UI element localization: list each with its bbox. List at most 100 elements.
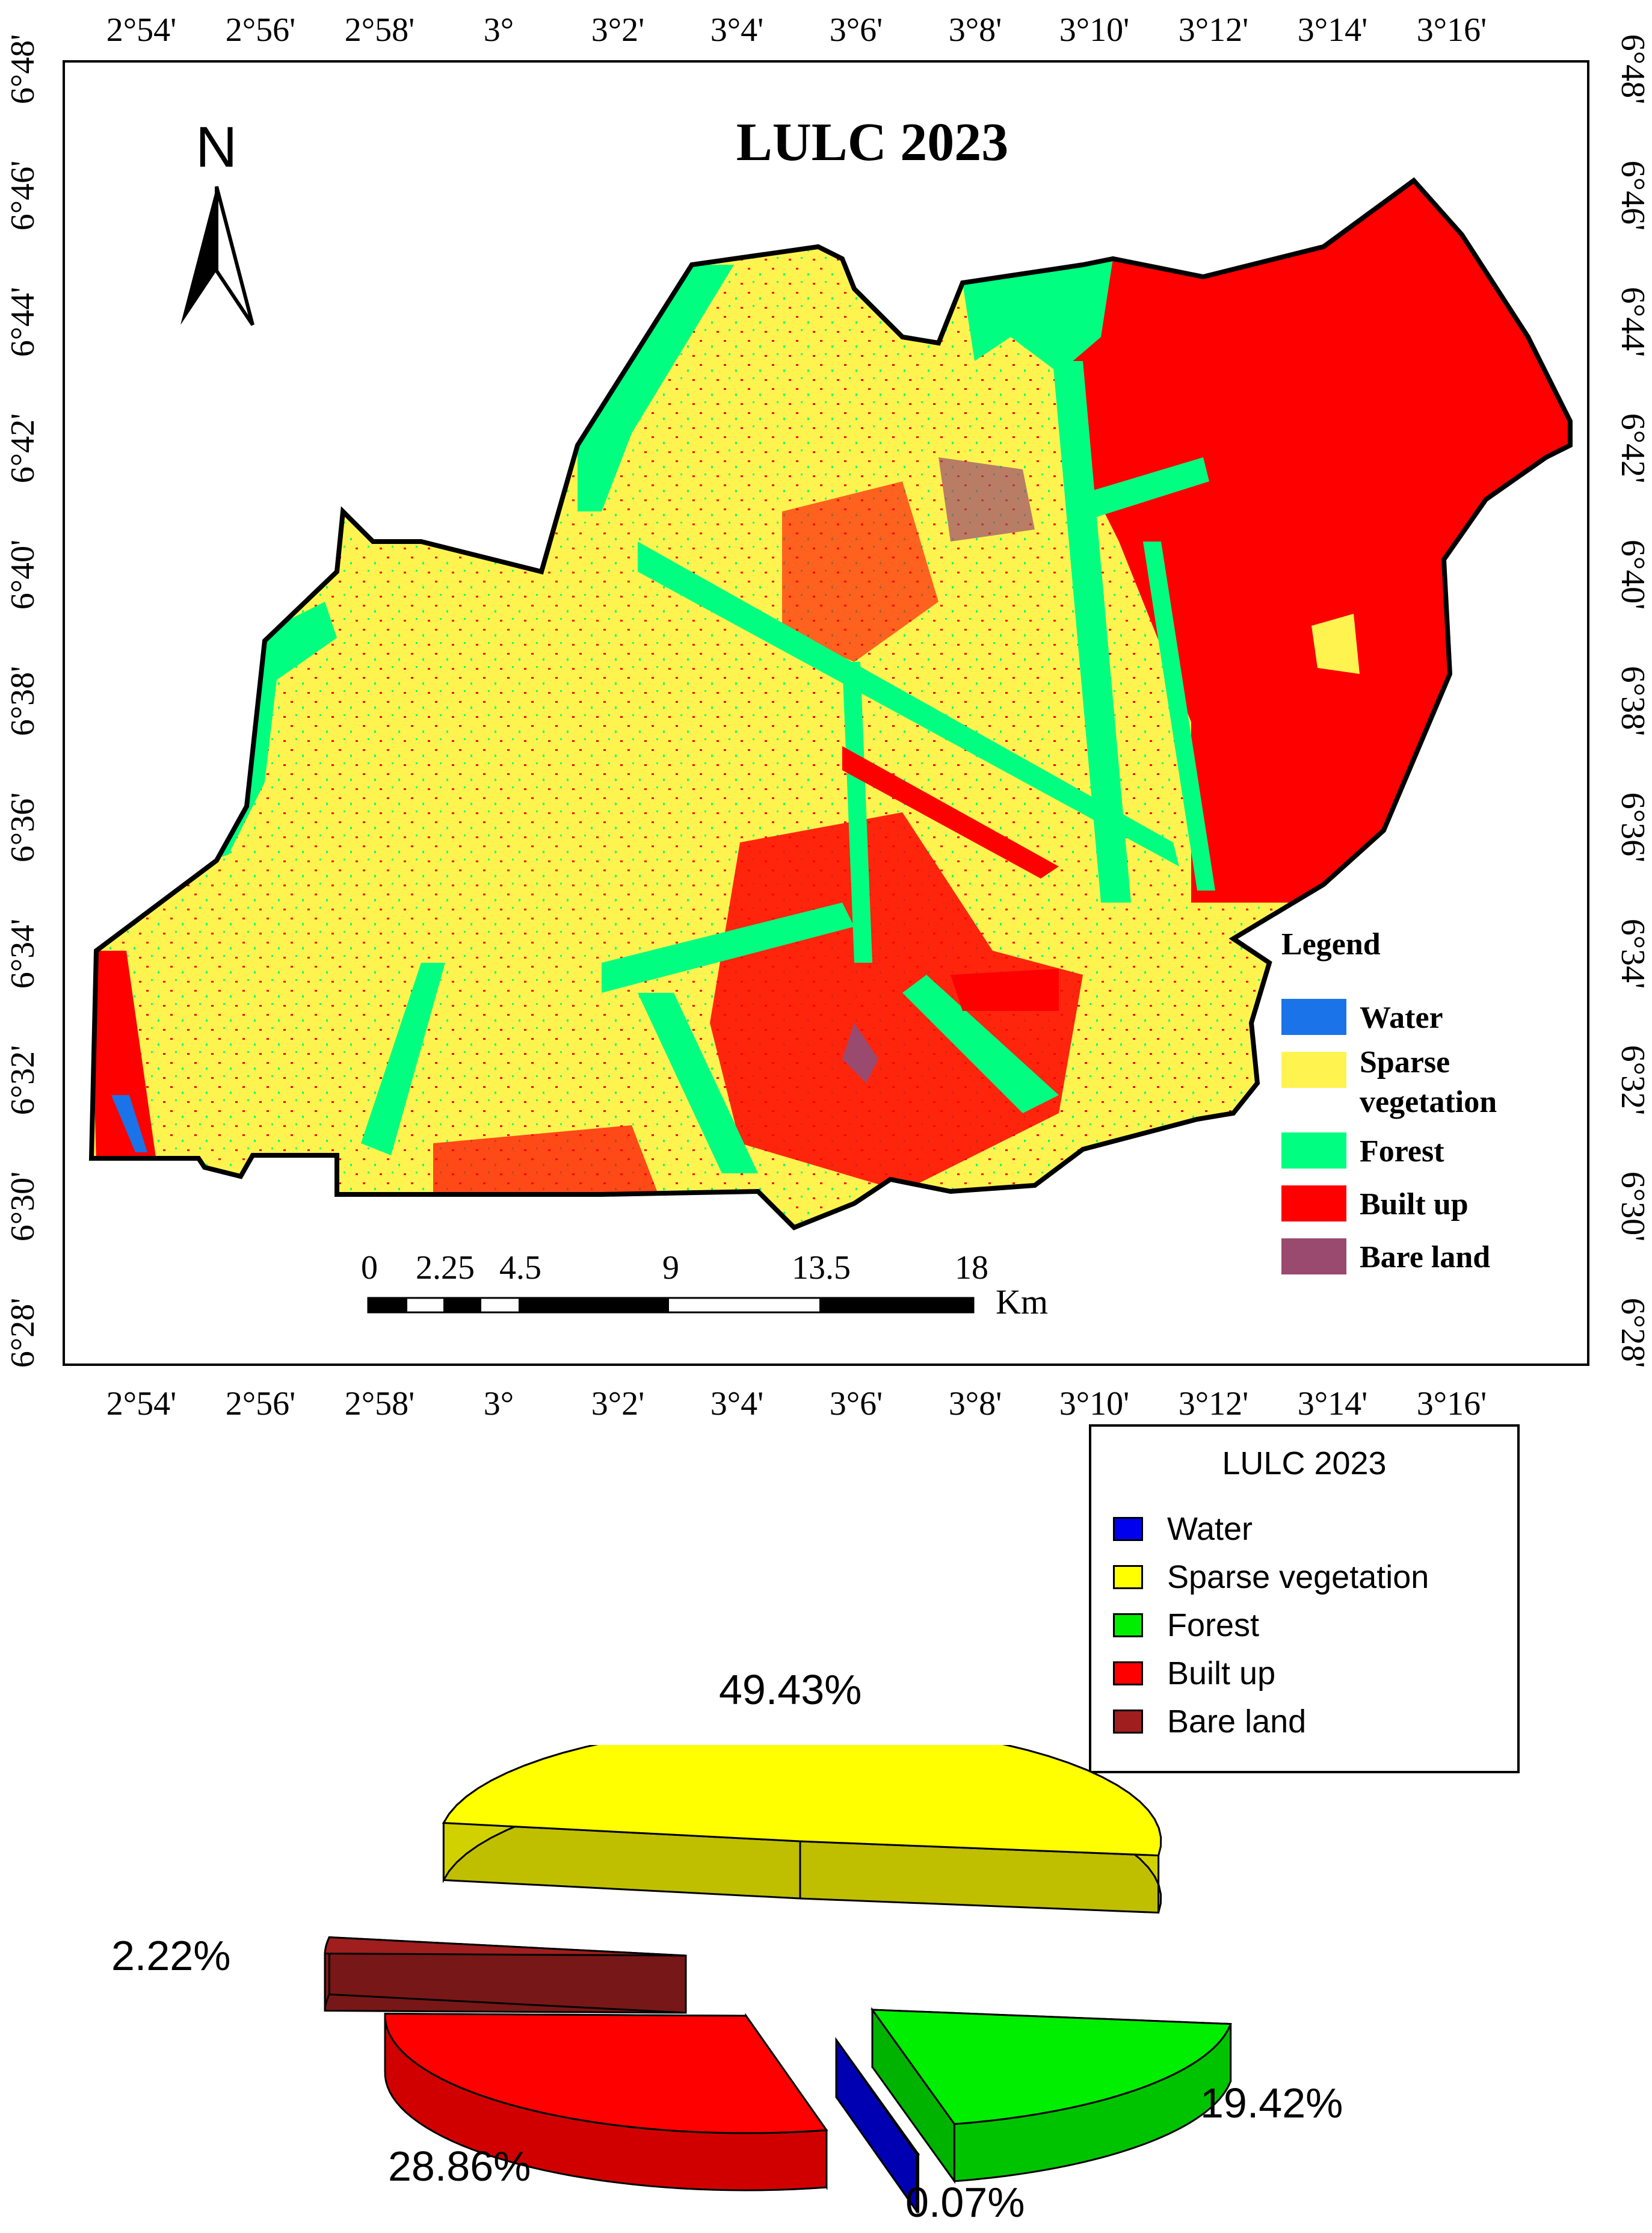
lat-tick-left-9: 6°46' <box>4 160 42 231</box>
legend-swatch-forest <box>1281 1132 1346 1169</box>
legend-swatch-water <box>1281 999 1346 1035</box>
lon-tick-top-8: 3°10' <box>1059 11 1130 49</box>
legend-label-water: Water <box>1360 1001 1443 1035</box>
pie-label-water: 0.07% <box>905 2179 1025 2226</box>
lat-tick-left-6: 6°40' <box>4 539 42 610</box>
pie-legend-swatch-bare-land <box>1113 1709 1143 1734</box>
pie-legend-label-built-up: Built up <box>1167 1655 1276 1691</box>
lat-tick-right-3: 6°34' <box>1614 918 1651 989</box>
lon-tick-bottom-3: 3° <box>483 1385 514 1422</box>
lon-tick-bottom-4: 3°2' <box>591 1385 645 1422</box>
pie-slice-bare-land <box>324 1936 687 2014</box>
lat-tick-right-6: 6°40' <box>1614 539 1651 610</box>
map-legend-title: Legend <box>1281 927 1381 962</box>
pie-slice-forest <box>870 2007 1232 2184</box>
lon-tick-top-7: 3°8' <box>948 11 1002 49</box>
pie-slice-water <box>835 2037 920 2214</box>
lat-tick-left-4: 6°36' <box>4 792 42 863</box>
lon-tick-top-0: 2°54' <box>106 11 177 49</box>
lon-tick-top-2: 2°58' <box>344 11 415 49</box>
scale-tick-4-5: 4.5 <box>499 1249 541 1286</box>
legend-label-forest: Forest <box>1360 1134 1444 1169</box>
lat-tick-right-9: 6°46' <box>1614 160 1651 231</box>
lon-tick-top-5: 3°4' <box>710 11 764 49</box>
north-arrow-icon <box>180 186 254 326</box>
lat-tick-right-5: 6°38' <box>1614 666 1651 737</box>
lat-tick-right-7: 6°42' <box>1614 413 1651 484</box>
lat-tick-right-10: 6°48' <box>1614 34 1651 105</box>
lon-tick-bottom-8: 3°10' <box>1059 1385 1130 1422</box>
lat-tick-right-8: 6°44' <box>1614 286 1651 357</box>
lon-tick-bottom-5: 3°4' <box>710 1385 764 1422</box>
pie-slice-built-up <box>384 2013 828 2191</box>
scale-bar-segments <box>367 1297 975 1314</box>
lon-tick-top-1: 2°56' <box>225 11 296 49</box>
map-title: LULC 2023 <box>736 113 1009 172</box>
lat-tick-right-1: 6°30' <box>1614 1171 1651 1242</box>
scale-tick-13-5: 13.5 <box>792 1249 851 1286</box>
lat-tick-left-1: 6°30' <box>4 1171 42 1242</box>
pie-label-bare-land: 2.22% <box>111 1932 231 1979</box>
scale-tick-9: 9 <box>662 1249 679 1286</box>
scale-bar: 0 2.25 4.5 9 13.5 18 Km <box>361 1249 1048 1321</box>
pie-legend-label-sparse-vegetation: Sparse vegetation <box>1167 1559 1429 1595</box>
lon-tick-top-6: 3°6' <box>829 11 883 49</box>
lat-tick-right-0: 6°28' <box>1614 1297 1651 1368</box>
lat-tick-right-4: 6°36' <box>1614 792 1651 863</box>
lat-tick-left-10: 6°48' <box>4 34 42 105</box>
lat-tick-left-8: 6°44' <box>4 286 42 357</box>
north-label: N <box>196 115 238 179</box>
scale-tick-18: 18 <box>955 1249 988 1286</box>
pie-legend-swatch-built-up <box>1113 1661 1143 1685</box>
lat-tick-right-2: 6°32' <box>1614 1045 1651 1116</box>
legend-swatch-built-up <box>1281 1185 1346 1222</box>
scale-tick-0: 0 <box>361 1249 378 1286</box>
pie-label-sparse-vegetation: 49.43% <box>719 1666 862 1713</box>
lon-tick-bottom-10: 3°14' <box>1297 1385 1368 1422</box>
lat-tick-left-3: 6°34' <box>4 918 42 989</box>
pie-label-forest: 19.42% <box>1200 2080 1343 2126</box>
pie-legend-label-water: Water <box>1167 1511 1253 1547</box>
pie-legend-item-bare-land: Bare land <box>1113 1703 1306 1740</box>
pie-legend-label-forest: Forest <box>1167 1607 1260 1643</box>
lon-tick-bottom-1: 2°56' <box>225 1385 296 1422</box>
legend-label-sparse-vegetation-line2: vegetation <box>1360 1085 1497 1119</box>
pie-label-built-up: 28.86% <box>388 2143 531 2190</box>
legend-label-sparse-vegetation-line1: Sparse <box>1360 1045 1450 1079</box>
pie-legend-item-sparse-vegetation: Sparse vegetation <box>1113 1559 1429 1595</box>
lon-tick-bottom-0: 2°54' <box>106 1385 177 1422</box>
legend-swatch-bare-land <box>1281 1238 1346 1274</box>
pie-legend-swatch-sparse-vegetation <box>1113 1565 1143 1589</box>
pie-slice-sparse-vegetation <box>442 1745 1162 1914</box>
lon-tick-top-3: 3° <box>483 11 514 49</box>
lat-tick-left-7: 6°42' <box>4 413 42 484</box>
lon-tick-top-11: 3°16' <box>1416 11 1487 49</box>
lon-tick-bottom-6: 3°6' <box>829 1385 883 1422</box>
pie-legend-title: LULC 2023 <box>1222 1445 1387 1481</box>
legend-label-built-up: Built up <box>1360 1187 1469 1222</box>
lat-tick-left-0: 6°28' <box>4 1297 42 1368</box>
lon-tick-top-9: 3°12' <box>1178 11 1249 49</box>
lon-tick-top-4: 3°2' <box>591 11 645 49</box>
scale-tick-2-25: 2.25 <box>416 1249 475 1286</box>
pie-legend-swatch-forest <box>1113 1613 1143 1637</box>
lon-tick-bottom-2: 2°58' <box>344 1385 415 1422</box>
pie-legend-item-built-up: Built up <box>1113 1655 1275 1691</box>
legend-swatch-sparse-vegetation <box>1281 1052 1346 1088</box>
lon-tick-top-10: 3°14' <box>1297 11 1368 49</box>
pie-legend-item-water: Water <box>1113 1511 1253 1547</box>
pie-legend-item-forest: Forest <box>1113 1607 1259 1643</box>
pie-legend-label-bare-land: Bare land <box>1167 1703 1307 1740</box>
pie-chart <box>324 1745 1232 2214</box>
pie-legend: LULC 2023 Water Sparse vegetation Forest… <box>1089 1424 1520 1773</box>
scale-unit: Km <box>996 1282 1048 1321</box>
lon-tick-bottom-7: 3°8' <box>948 1385 1002 1422</box>
pie-legend-swatch-water <box>1113 1517 1143 1541</box>
lon-tick-bottom-9: 3°12' <box>1178 1385 1249 1422</box>
lulc-map-area <box>0 0 1652 1444</box>
lat-tick-left-2: 6°32' <box>4 1045 42 1116</box>
map-legend: Water Sparse vegetation Forest Built up … <box>1281 981 1594 1306</box>
lon-tick-bottom-11: 3°16' <box>1416 1385 1487 1422</box>
legend-label-bare-land: Bare land <box>1360 1240 1491 1274</box>
lat-tick-left-5: 6°38' <box>4 666 42 737</box>
